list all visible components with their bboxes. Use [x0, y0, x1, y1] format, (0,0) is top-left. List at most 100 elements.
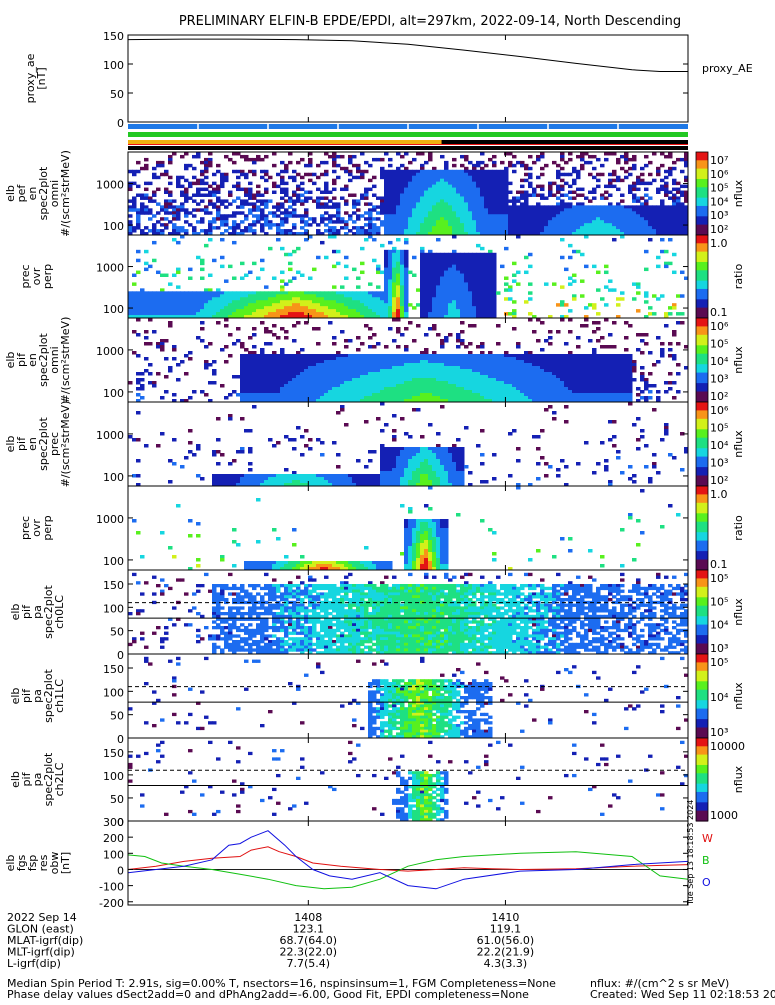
spectrogram-cell	[400, 252, 405, 257]
spectrogram-cell	[404, 360, 409, 364]
spectrogram-cell	[400, 369, 405, 373]
spectrogram-cell	[368, 375, 373, 379]
spectrogram-cell	[572, 211, 577, 215]
spectrogram-cell	[612, 211, 617, 215]
spectrogram-cell	[468, 211, 473, 215]
spectrogram-cell	[464, 369, 469, 373]
spectrogram-cell	[384, 282, 389, 286]
spectrogram-cell	[160, 291, 165, 295]
spectrogram-cell	[148, 315, 153, 319]
spectrogram-cell	[656, 205, 661, 209]
spectrogram-cell	[276, 229, 281, 233]
spectrogram-cell	[284, 309, 289, 313]
spectrogram-cell	[272, 190, 277, 194]
spectrogram-cell	[468, 285, 473, 289]
spectrogram-cell	[168, 199, 173, 203]
spectrogram-cell	[304, 190, 309, 194]
spectrogram-cell	[356, 396, 361, 400]
spectrogram-cell	[404, 345, 409, 349]
spectrogram-cell	[288, 387, 293, 391]
spectrogram-cell	[408, 214, 413, 218]
spectrogram-cell	[344, 202, 349, 206]
spectrogram-cell	[256, 184, 261, 189]
spectrogram-cell	[376, 387, 381, 391]
spectrogram-cell	[448, 175, 453, 180]
spectrogram-cell	[640, 226, 645, 230]
spectrogram-cell	[228, 190, 233, 194]
spectrogram-cell	[436, 282, 441, 286]
spectrogram-cell	[384, 297, 389, 301]
spectrogram-cell	[444, 381, 449, 385]
spectrogram-cell	[436, 217, 441, 221]
spectrogram-cell	[384, 249, 389, 254]
spectrogram-cell	[424, 282, 429, 286]
spectrogram-cell	[680, 205, 685, 209]
spectrogram-cell	[396, 178, 401, 183]
spectrogram-cell	[632, 157, 637, 162]
spectrogram-cell	[356, 214, 361, 218]
spectrogram-cell	[428, 190, 433, 194]
spectrogram-cell	[312, 199, 317, 203]
spectrogram-cell	[552, 282, 557, 286]
spectrogram-cell	[284, 217, 289, 221]
spectrogram-cell	[536, 226, 541, 230]
spectrogram-cell	[448, 306, 453, 310]
spectrogram-cell	[476, 270, 481, 275]
spectrogram-cell	[464, 285, 469, 289]
spectrogram-cell	[604, 157, 609, 162]
spectrogram-cell	[436, 309, 441, 313]
spectrogram-cell	[432, 288, 437, 292]
spectrogram-cell	[428, 315, 433, 319]
spectrogram-cell	[476, 184, 481, 189]
spectrogram-cell	[400, 220, 405, 224]
spectrogram-cell	[408, 366, 413, 370]
spectrogram-cell	[488, 309, 493, 313]
spectrogram-cell	[580, 187, 585, 192]
spectrogram-cell	[280, 360, 285, 364]
spectrogram-cell	[176, 303, 181, 307]
spectrogram-cell	[444, 336, 449, 340]
spectrogram-cell	[676, 181, 681, 186]
spectrogram-cell	[376, 342, 381, 346]
spectrogram-cell	[328, 366, 333, 370]
spectrogram-cell	[216, 187, 221, 192]
spectrogram-cell	[488, 312, 493, 316]
spectrogram-cell	[360, 390, 365, 394]
spectrogram-cell	[292, 169, 297, 174]
spectrogram-cell	[388, 279, 393, 283]
spectrogram-cell	[484, 372, 489, 376]
spectrogram-cell	[404, 348, 409, 352]
spectrogram-cell	[288, 375, 293, 379]
spectrogram-cell	[528, 264, 533, 269]
spectrogram-cell	[324, 369, 329, 373]
spectrogram-cell	[404, 258, 409, 263]
spectrogram-cell	[480, 369, 485, 373]
spectrogram-cell	[464, 267, 469, 272]
spectrogram-cell	[484, 187, 489, 192]
spectrogram-cell	[528, 378, 533, 382]
spectrogram-cell	[260, 199, 265, 203]
spectrogram-cell	[284, 193, 289, 197]
spectrogram-cell	[388, 196, 393, 200]
spectrogram-cell	[380, 381, 385, 385]
spectrogram-cell	[632, 220, 637, 224]
spectrogram-cell	[452, 258, 457, 263]
spectrogram-cell	[448, 297, 453, 301]
spectrogram-cell	[480, 270, 485, 275]
spectrogram-cell	[200, 208, 205, 212]
spectrogram-cell	[400, 390, 405, 394]
spectrogram-cell	[420, 276, 425, 280]
spectrogram-cell	[504, 366, 509, 370]
spectrogram-cell	[208, 157, 213, 162]
spectrogram-cell	[260, 363, 265, 367]
spectrogram-cell	[136, 223, 141, 227]
spectrogram-cell	[464, 288, 469, 292]
spectrogram-cell	[396, 369, 401, 373]
spectrogram-cell	[592, 211, 597, 215]
spectrogram-cell	[224, 309, 229, 313]
spectrogram-cell	[640, 202, 645, 206]
spectrogram-cell	[516, 211, 521, 215]
spectrogram-cell	[392, 169, 397, 174]
spectrogram-cell	[228, 157, 233, 162]
spectrogram-cell	[172, 297, 177, 301]
